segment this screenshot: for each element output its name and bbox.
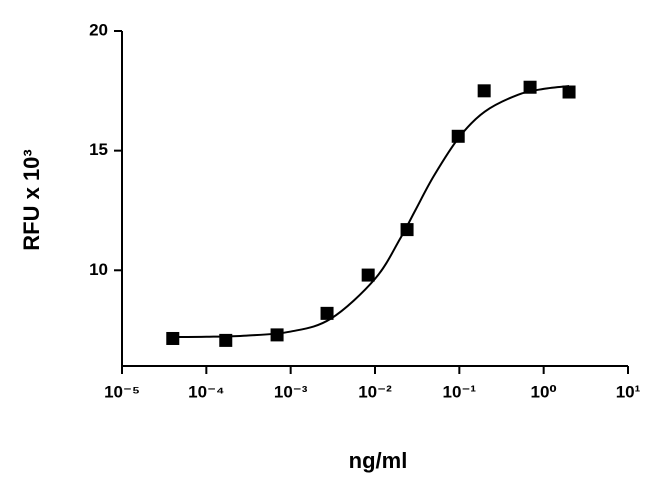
data-point [219, 333, 233, 347]
fit-curve [172, 85, 570, 339]
y-axis-title: RFU x 10³ [19, 149, 44, 250]
x-tick-label: 10⁻⁴ [188, 382, 224, 401]
x-tick-label: 10¹ [616, 382, 641, 401]
data-point [477, 84, 491, 98]
y-tick-label: 10 [89, 260, 108, 279]
x-tick-label: 10⁻¹ [443, 382, 477, 401]
x-tick-label: 10⁻⁵ [104, 382, 140, 401]
data-point [400, 223, 414, 237]
data-point [523, 80, 537, 94]
data-point [270, 328, 284, 342]
x-tick-label: 10⁰ [530, 382, 556, 401]
data-point [166, 331, 180, 345]
data-point [320, 306, 334, 320]
x-axis-title: ng/ml [349, 448, 408, 473]
data-point [451, 129, 465, 143]
data-point [562, 85, 576, 99]
x-tick-label: 10⁻² [358, 382, 392, 401]
y-tick-label: 20 [89, 20, 108, 39]
x-tick-label: 10⁻³ [274, 382, 308, 401]
data-point [361, 268, 375, 282]
y-tick-label: 15 [89, 140, 108, 159]
